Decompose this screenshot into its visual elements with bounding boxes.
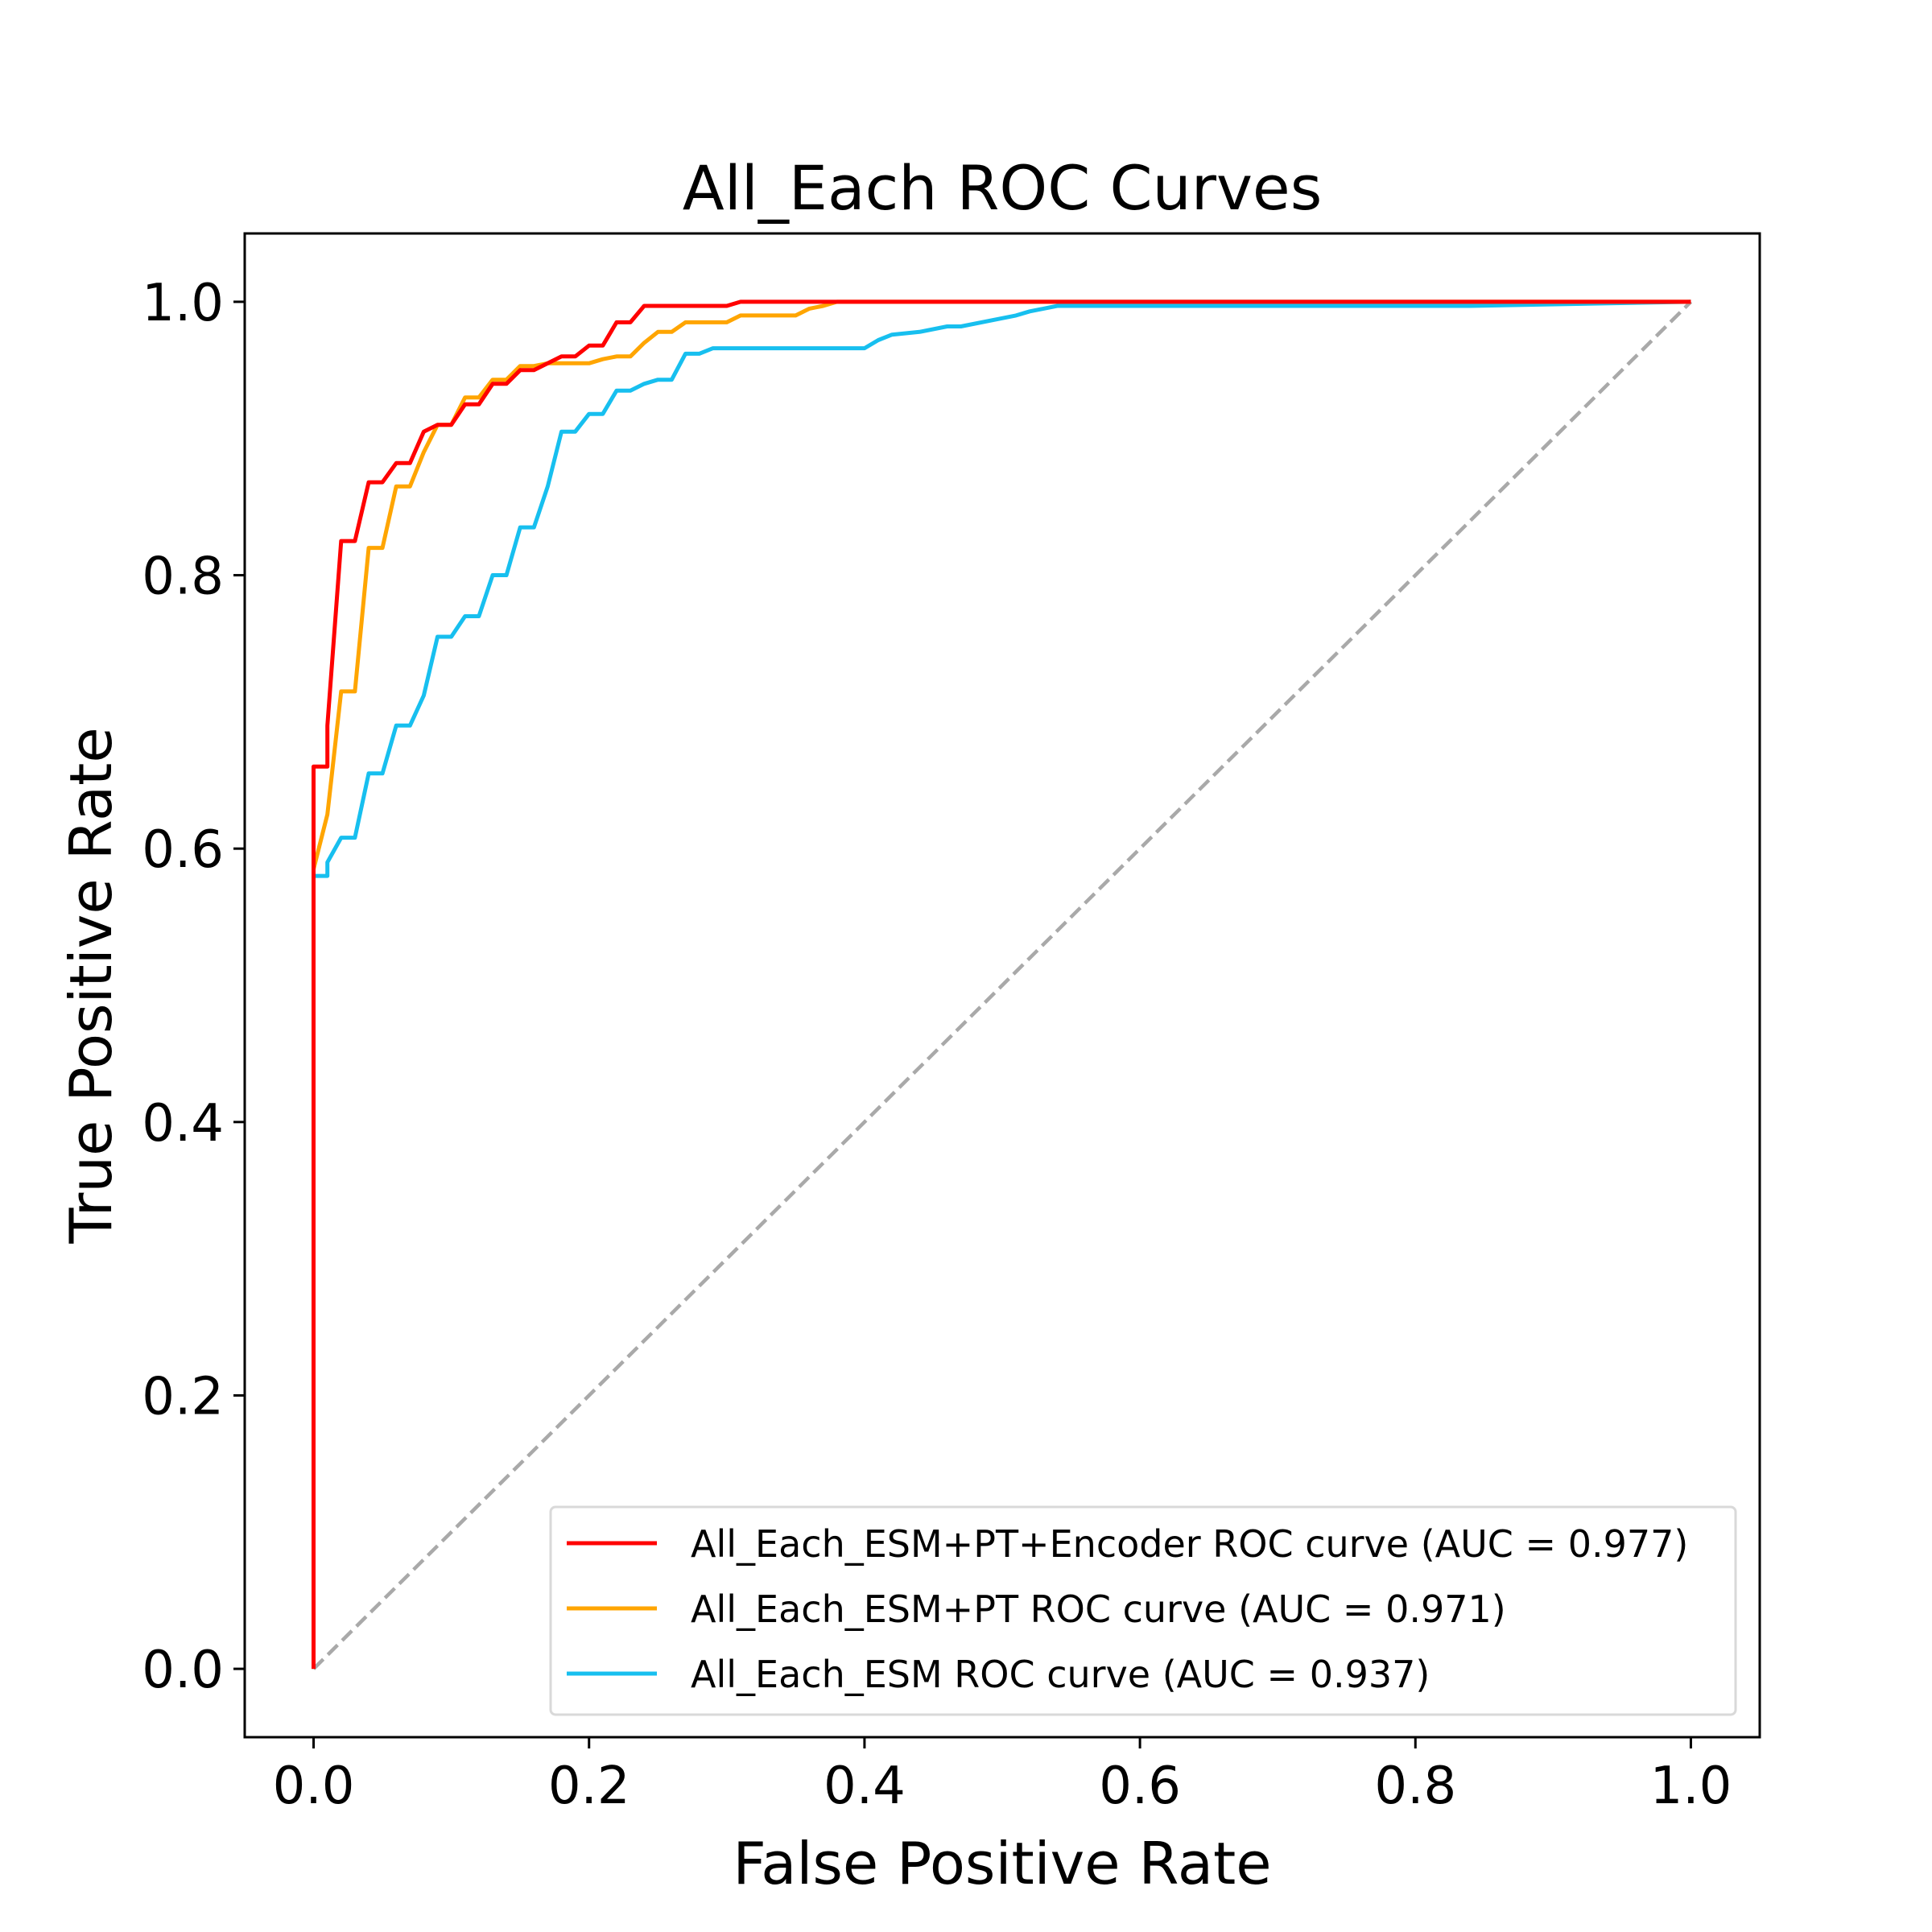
legend-label-2: All_Each_ESM+PT ROC curve (AUC = 0.971) <box>691 1587 1506 1631</box>
y-tick-label: 0.2 <box>142 1367 224 1426</box>
x-tick-label: 1.0 <box>1650 1757 1732 1816</box>
y-tick-label: 0.0 <box>142 1641 224 1700</box>
y-tick-label: 0.4 <box>142 1094 224 1154</box>
x-tick-label: 0.2 <box>548 1757 630 1816</box>
x-tick-label: 0.6 <box>1099 1757 1181 1816</box>
reference-diagonal-line <box>312 300 1693 1670</box>
legend: All_Each_ESM+PT+Encoder ROC curve (AUC =… <box>549 1505 1737 1716</box>
x-tick-label: 0.0 <box>273 1757 355 1816</box>
x-axis-label: False Positive Rate <box>733 1830 1271 1897</box>
legend-items: All_Each_ESM+PT+Encoder ROC curve (AUC =… <box>567 1522 1688 1696</box>
y-tick-label: 1.0 <box>142 274 224 333</box>
x-axis-ticks: 0.0 0.2 0.4 0.6 0.8 1.0 <box>273 1737 1732 1816</box>
x-tick-label: 0.8 <box>1374 1757 1456 1816</box>
y-axis-label: True Positive Rate <box>57 727 125 1244</box>
plot-area <box>312 299 1693 1670</box>
y-tick-label: 0.8 <box>142 547 224 607</box>
y-axis-ticks: 0.0 0.2 0.4 0.6 0.8 1.0 <box>142 274 245 1700</box>
legend-label-3: All_Each_ESM ROC curve (AUC = 0.937) <box>691 1653 1430 1696</box>
chart-title: All_Each ROC Curves <box>683 152 1323 224</box>
legend-box <box>549 1505 1737 1716</box>
axes-frame <box>243 232 1761 1739</box>
x-tick-label: 0.4 <box>824 1757 906 1816</box>
series-line-3 <box>312 299 1691 1670</box>
y-tick-label: 0.6 <box>142 820 224 880</box>
series-line-1 <box>312 299 1691 1670</box>
legend-label-1: All_Each_ESM+PT+Encoder ROC curve (AUC =… <box>691 1522 1688 1566</box>
